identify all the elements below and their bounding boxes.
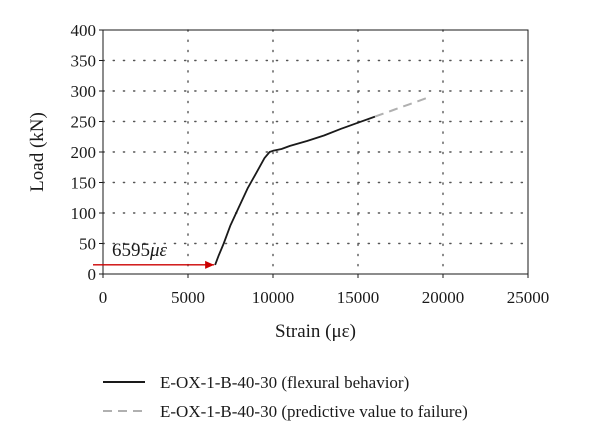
grid-lines (102, 29, 529, 275)
axes: 0 50 100 150 200 250 300 350 400 0 5000 10000 15000 2… (27, 21, 549, 342)
x-tick-label: 20000 (422, 288, 465, 307)
legend-label-1: E-OX-1-B-40-30 (flexural behavior) (160, 373, 409, 392)
y-axis-title: Load (kN) (27, 112, 48, 192)
annotation: 6595με (93, 240, 215, 269)
series-line-1 (214, 115, 376, 266)
x-tick-label: 0 (99, 288, 108, 307)
series-line-2 (374, 97, 427, 118)
series (214, 97, 427, 266)
x-tick-label: 25000 (507, 288, 550, 307)
y-tick-label: 350 (71, 52, 97, 71)
y-tick-label: 50 (79, 235, 96, 254)
strain-annotation-unit: με (149, 240, 168, 261)
x-tick-label: 15000 (337, 288, 380, 307)
y-tick-label: 0 (88, 265, 97, 284)
strain-annotation-label: 6595με (112, 240, 168, 261)
y-tick-label: 200 (71, 143, 97, 162)
legend: E-OX-1-B-40-30 (flexural behavior) E-OX-1… (103, 373, 468, 421)
x-axis-title: Strain (με) (275, 321, 356, 342)
legend-label-2: E-OX-1-B-40-30 (predictive value to fail… (160, 402, 468, 421)
x-tick-label: 10000 (252, 288, 295, 307)
plot-frame (102, 29, 529, 275)
strain-annotation-value: 6595 (112, 240, 150, 261)
y-tick-label: 150 (71, 174, 97, 193)
y-tick-label: 300 (71, 82, 97, 101)
y-tick-label: 400 (71, 21, 97, 40)
y-tick-label: 250 (71, 113, 97, 132)
y-tick-label: 100 (71, 204, 97, 223)
x-tick-label: 5000 (171, 288, 205, 307)
